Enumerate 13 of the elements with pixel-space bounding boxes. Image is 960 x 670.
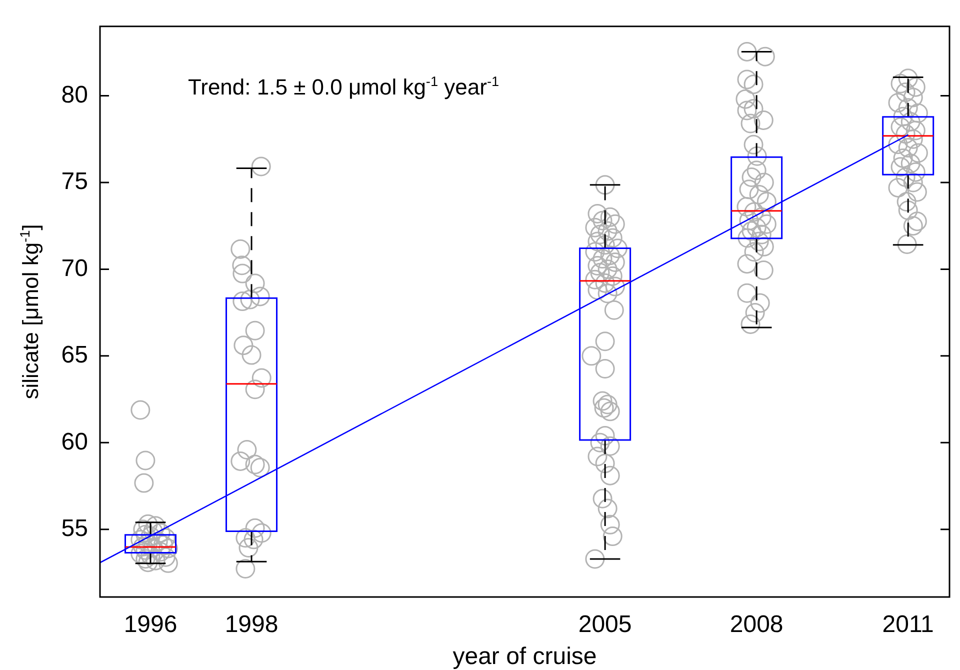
y-axis-title: silicate [μmol kg-1] (18, 224, 43, 400)
y-tick-label: 55 (61, 514, 88, 542)
y-tick-label: 65 (61, 342, 88, 369)
x-tick-label: 1996 (124, 611, 178, 638)
x-axis-title: year of cruise (452, 643, 597, 670)
y-tick-label: 80 (61, 81, 88, 108)
y-tick-label: 75 (61, 168, 88, 196)
x-tick-label: 2011 (882, 611, 934, 638)
x-tick-label: 1998 (224, 611, 278, 638)
x-tick-label: 2005 (578, 611, 632, 638)
x-tick-label: 2008 (730, 611, 784, 638)
y-tick-label: 60 (61, 428, 88, 456)
y-tick-label: 70 (61, 254, 88, 282)
